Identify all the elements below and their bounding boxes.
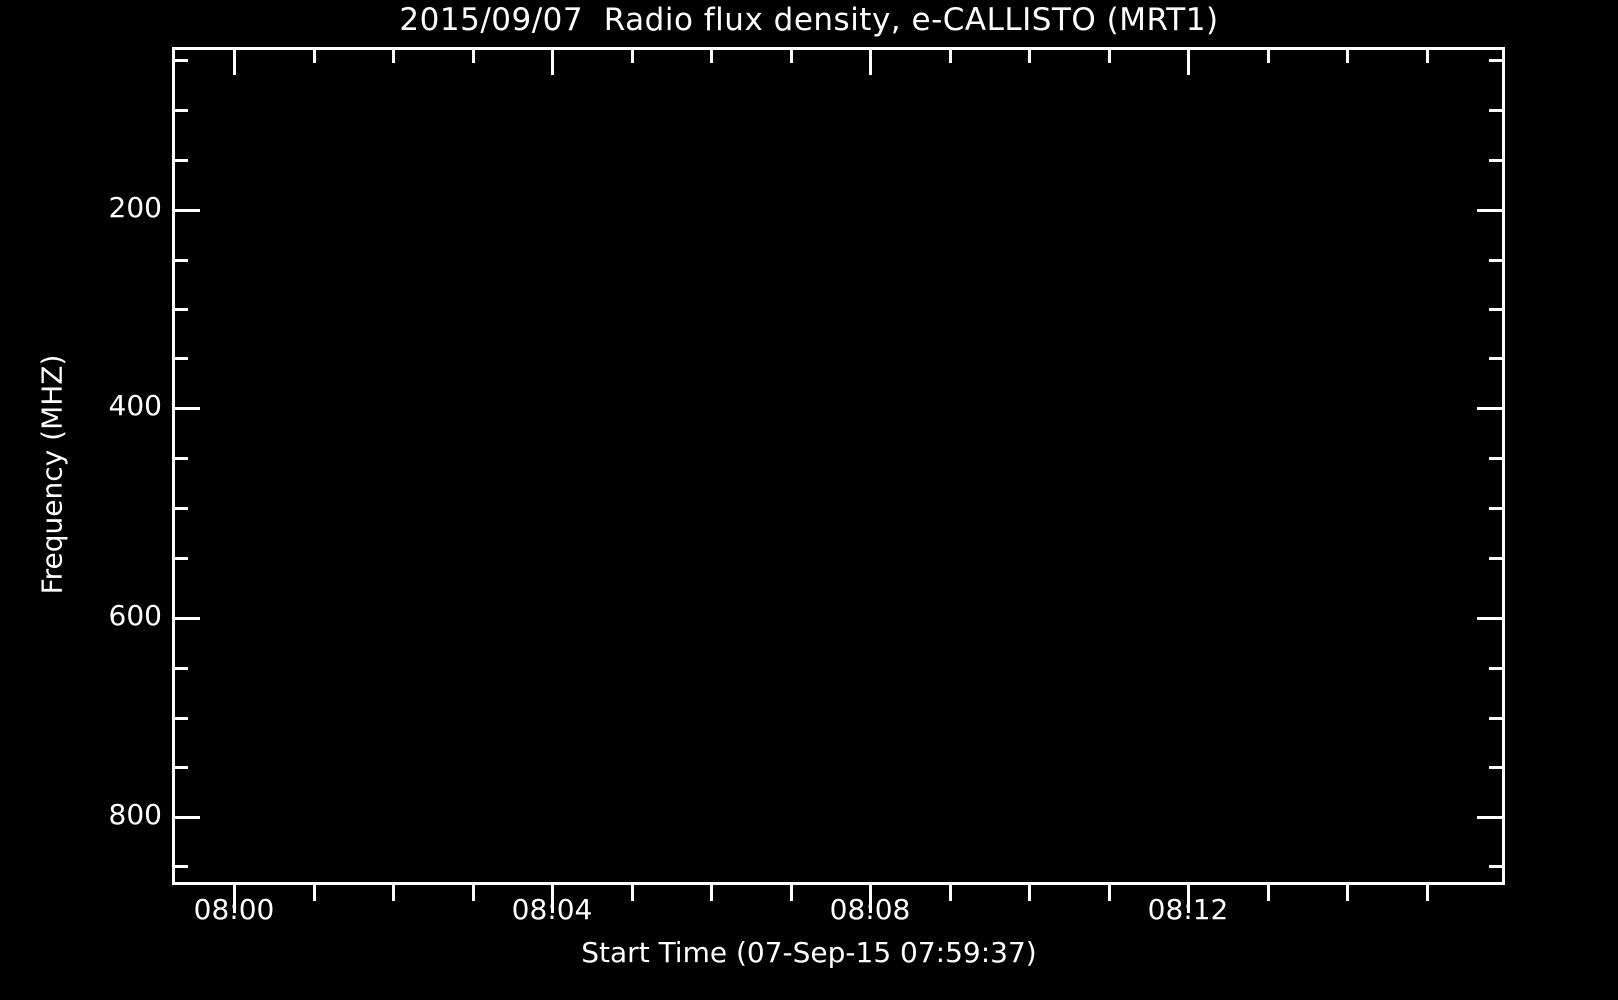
y-tick-minor xyxy=(172,159,188,162)
x-tick-major xyxy=(869,885,872,913)
x-axis-title: Start Time (07-Sep-15 07:59:37) xyxy=(581,936,1037,969)
x-tick-minor xyxy=(1267,885,1270,901)
y-tick-major xyxy=(172,209,200,212)
x-tick-minor xyxy=(472,885,475,901)
y-tick-minor-right xyxy=(1489,667,1505,670)
x-tick-label: 08:12 xyxy=(1147,893,1229,926)
y-tick-major xyxy=(172,617,200,620)
x-tick-minor-top xyxy=(1267,47,1270,63)
x-tick-minor-top xyxy=(631,47,634,63)
y-tick-minor-right xyxy=(1489,308,1505,311)
y-tick-major xyxy=(172,407,200,410)
y-tick-label: 800 xyxy=(108,798,162,831)
page-title: 2015/09/07 Radio flux density, e-CALLIST… xyxy=(399,2,1219,38)
x-tick-label: 08:04 xyxy=(511,893,593,926)
y-tick-minor-right xyxy=(1489,717,1505,720)
x-tick-minor-top xyxy=(472,47,475,63)
y-tick-minor xyxy=(172,109,188,112)
y-tick-label: 600 xyxy=(108,599,162,632)
x-tick-label: 08:00 xyxy=(193,893,275,926)
plot-frame xyxy=(172,47,1505,885)
y-tick-minor-right xyxy=(1489,159,1505,162)
y-tick-minor xyxy=(172,308,188,311)
x-tick-minor-top xyxy=(1426,47,1429,63)
y-tick-major-right xyxy=(1477,617,1505,620)
y-tick-minor xyxy=(172,259,188,262)
y-tick-minor xyxy=(172,865,188,868)
x-tick-minor-top xyxy=(313,47,316,63)
y-tick-minor-right xyxy=(1489,109,1505,112)
y-tick-label: 400 xyxy=(108,389,162,422)
x-tick-minor xyxy=(790,885,793,901)
y-tick-minor xyxy=(172,457,188,460)
y-tick-minor-right xyxy=(1489,865,1505,868)
x-tick-minor-top xyxy=(790,47,793,63)
x-tick-minor xyxy=(1108,885,1111,901)
y-tick-minor-right xyxy=(1489,357,1505,360)
y-tick-minor-right xyxy=(1489,59,1505,62)
y-tick-minor xyxy=(172,557,188,560)
y-tick-label: 200 xyxy=(108,191,162,224)
y-tick-minor xyxy=(172,357,188,360)
y-tick-minor-right xyxy=(1489,457,1505,460)
y-tick-major-right xyxy=(1477,816,1505,819)
x-tick-major-top xyxy=(551,47,554,75)
y-tick-major-right xyxy=(1477,407,1505,410)
y-tick-minor xyxy=(172,667,188,670)
x-tick-major xyxy=(1187,885,1190,913)
x-tick-minor xyxy=(631,885,634,901)
x-tick-minor-top xyxy=(392,47,395,63)
x-tick-minor-top xyxy=(1028,47,1031,63)
y-tick-major-right xyxy=(1477,209,1505,212)
x-tick-minor-top xyxy=(949,47,952,63)
y-tick-minor-right xyxy=(1489,259,1505,262)
y-tick-minor xyxy=(172,507,188,510)
x-tick-minor-top xyxy=(1108,47,1111,63)
x-tick-major xyxy=(551,885,554,913)
x-tick-minor xyxy=(392,885,395,901)
x-tick-minor xyxy=(1346,885,1349,901)
y-axis-title: Frequency (MHZ) xyxy=(35,354,69,595)
y-tick-minor-right xyxy=(1489,557,1505,560)
x-tick-minor xyxy=(1426,885,1429,901)
y-tick-minor xyxy=(172,717,188,720)
y-tick-major xyxy=(172,816,200,819)
x-tick-major-top xyxy=(233,47,236,75)
x-tick-minor xyxy=(313,885,316,901)
x-tick-minor xyxy=(949,885,952,901)
x-tick-label: 08:08 xyxy=(829,893,911,926)
x-tick-major-top xyxy=(869,47,872,75)
x-tick-minor xyxy=(710,885,713,901)
y-tick-minor-right xyxy=(1489,766,1505,769)
x-tick-minor-top xyxy=(1346,47,1349,63)
y-tick-minor xyxy=(172,766,188,769)
x-tick-major xyxy=(233,885,236,913)
x-tick-major-top xyxy=(1187,47,1190,75)
y-tick-minor xyxy=(172,59,188,62)
y-tick-minor-right xyxy=(1489,507,1505,510)
x-tick-minor-top xyxy=(710,47,713,63)
x-tick-minor xyxy=(1028,885,1031,901)
